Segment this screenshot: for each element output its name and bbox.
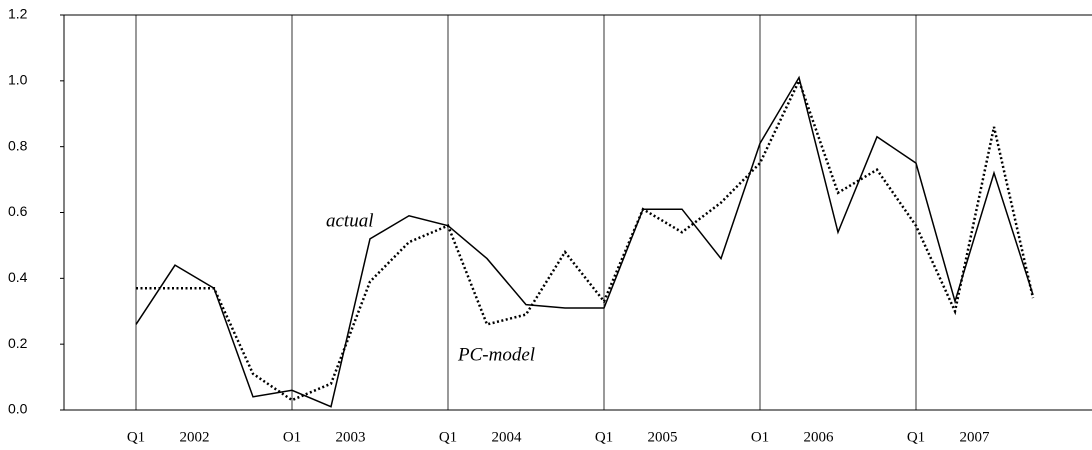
year-label: 2002	[180, 429, 210, 445]
year-label: 2006	[804, 429, 835, 445]
y-tick-label: 0.0	[8, 401, 28, 417]
y-tick-label: 0.6	[8, 203, 28, 219]
x-tick-label: O1	[751, 429, 769, 445]
x-tick-label: Q1	[127, 429, 145, 445]
y-tick-label: 0.2	[8, 335, 28, 351]
year-label: 2007	[960, 429, 991, 445]
y-tick-label: 1.2	[8, 6, 28, 22]
year-label: 2004	[492, 429, 523, 445]
x-tick-label: Q1	[439, 429, 457, 445]
series-line	[135, 75, 1034, 408]
series-line	[136, 77, 1035, 402]
x-tick-label: Q1	[907, 429, 925, 445]
y-tick-label: 1.0	[8, 72, 28, 88]
year-label: 2005	[648, 429, 678, 445]
x-tick-label: O1	[283, 429, 301, 445]
annotation: actual	[326, 210, 374, 231]
year-label: 2003	[336, 429, 366, 445]
annotation: PC-model	[457, 344, 535, 365]
x-tick-label: Q1	[595, 429, 613, 445]
y-tick-label: 0.4	[8, 269, 28, 285]
y-tick-label: 0.8	[8, 137, 28, 153]
